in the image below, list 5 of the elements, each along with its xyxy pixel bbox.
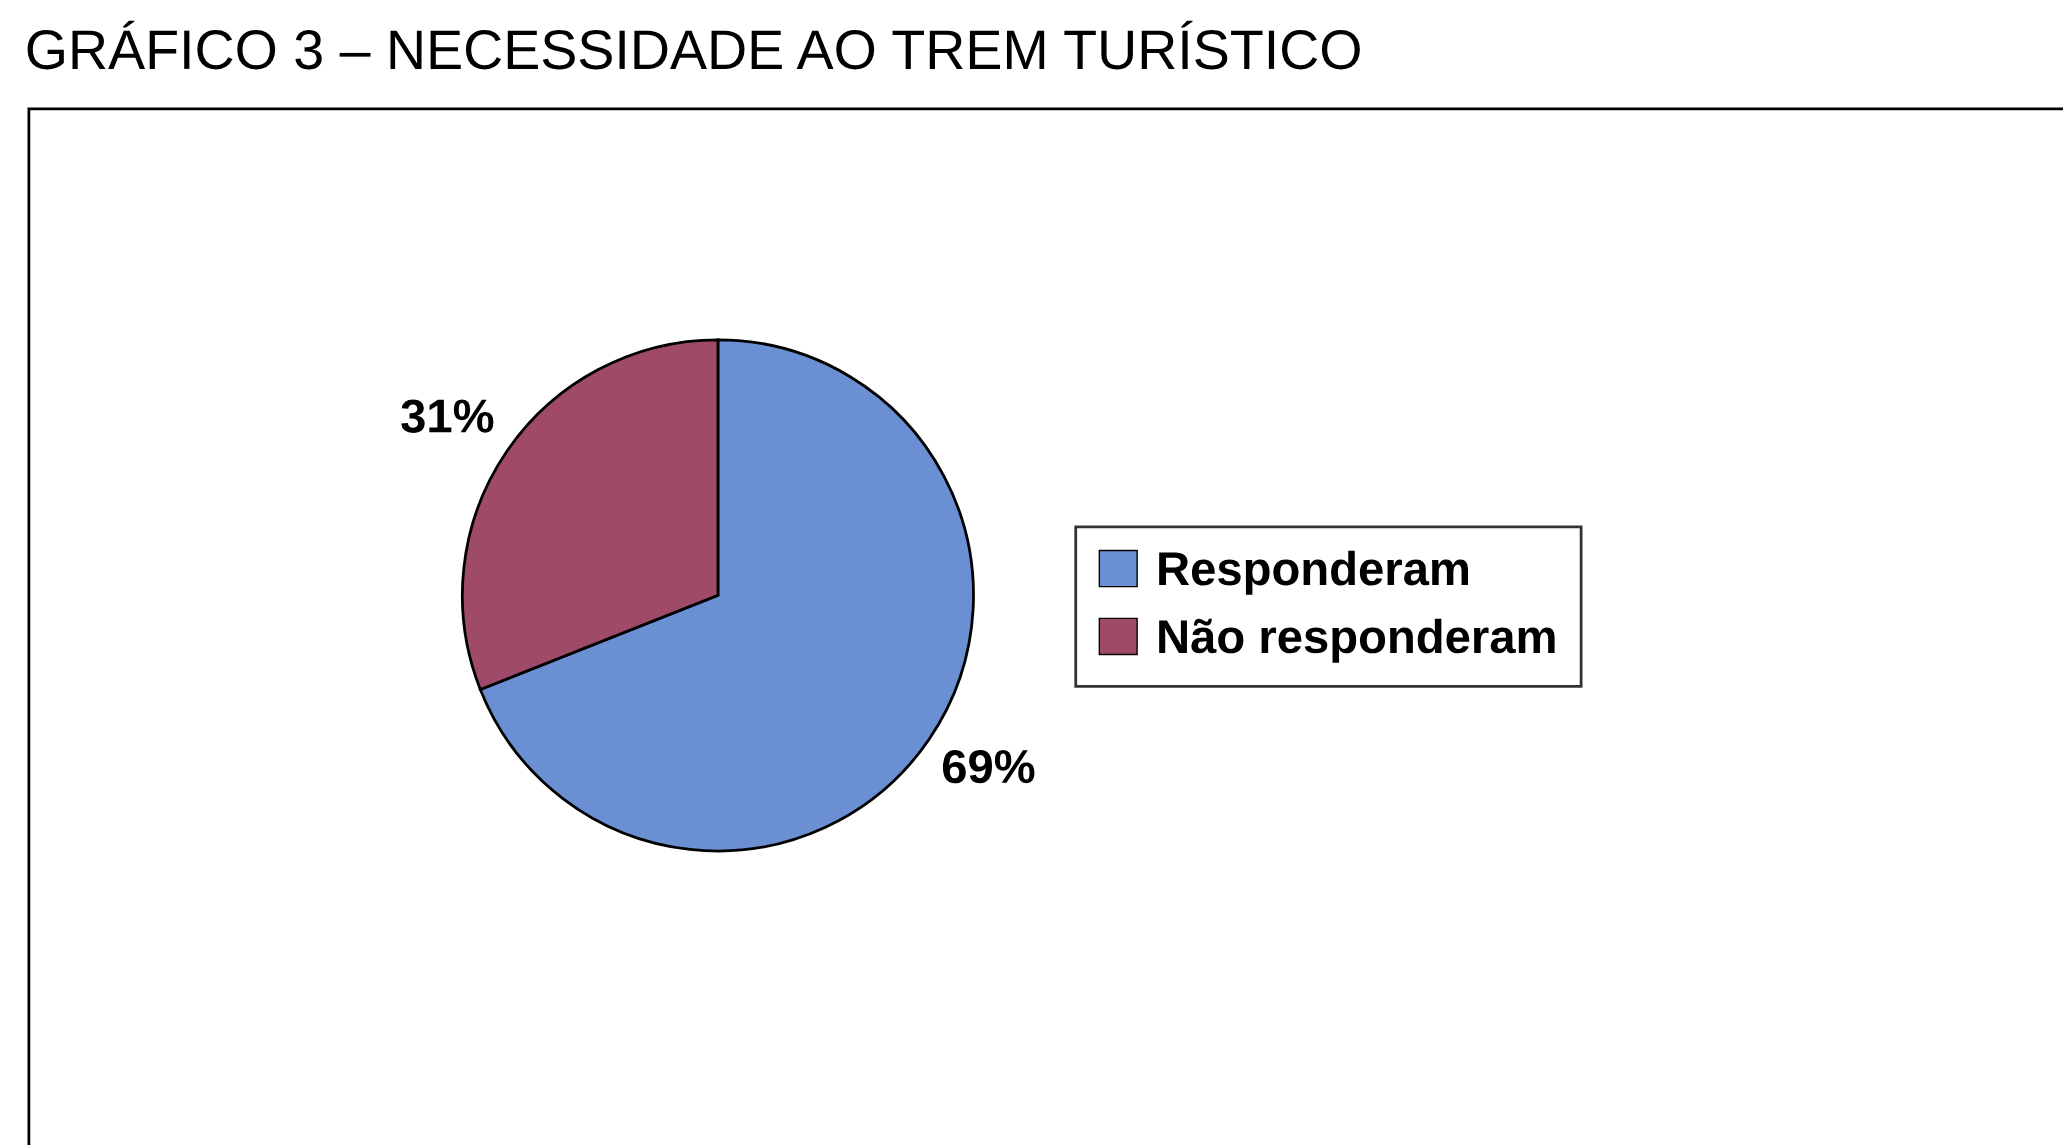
legend-label: Não responderam	[1159, 618, 1555, 663]
data-label: 31%	[401, 399, 494, 433]
chart-title: GRÁFICO 3 – NECESSIDADE AO TREM TURÍSTICO	[27, 20, 1360, 70]
legend-label: Responderam	[1159, 550, 1468, 595]
data-label: 69%	[942, 749, 1035, 784]
